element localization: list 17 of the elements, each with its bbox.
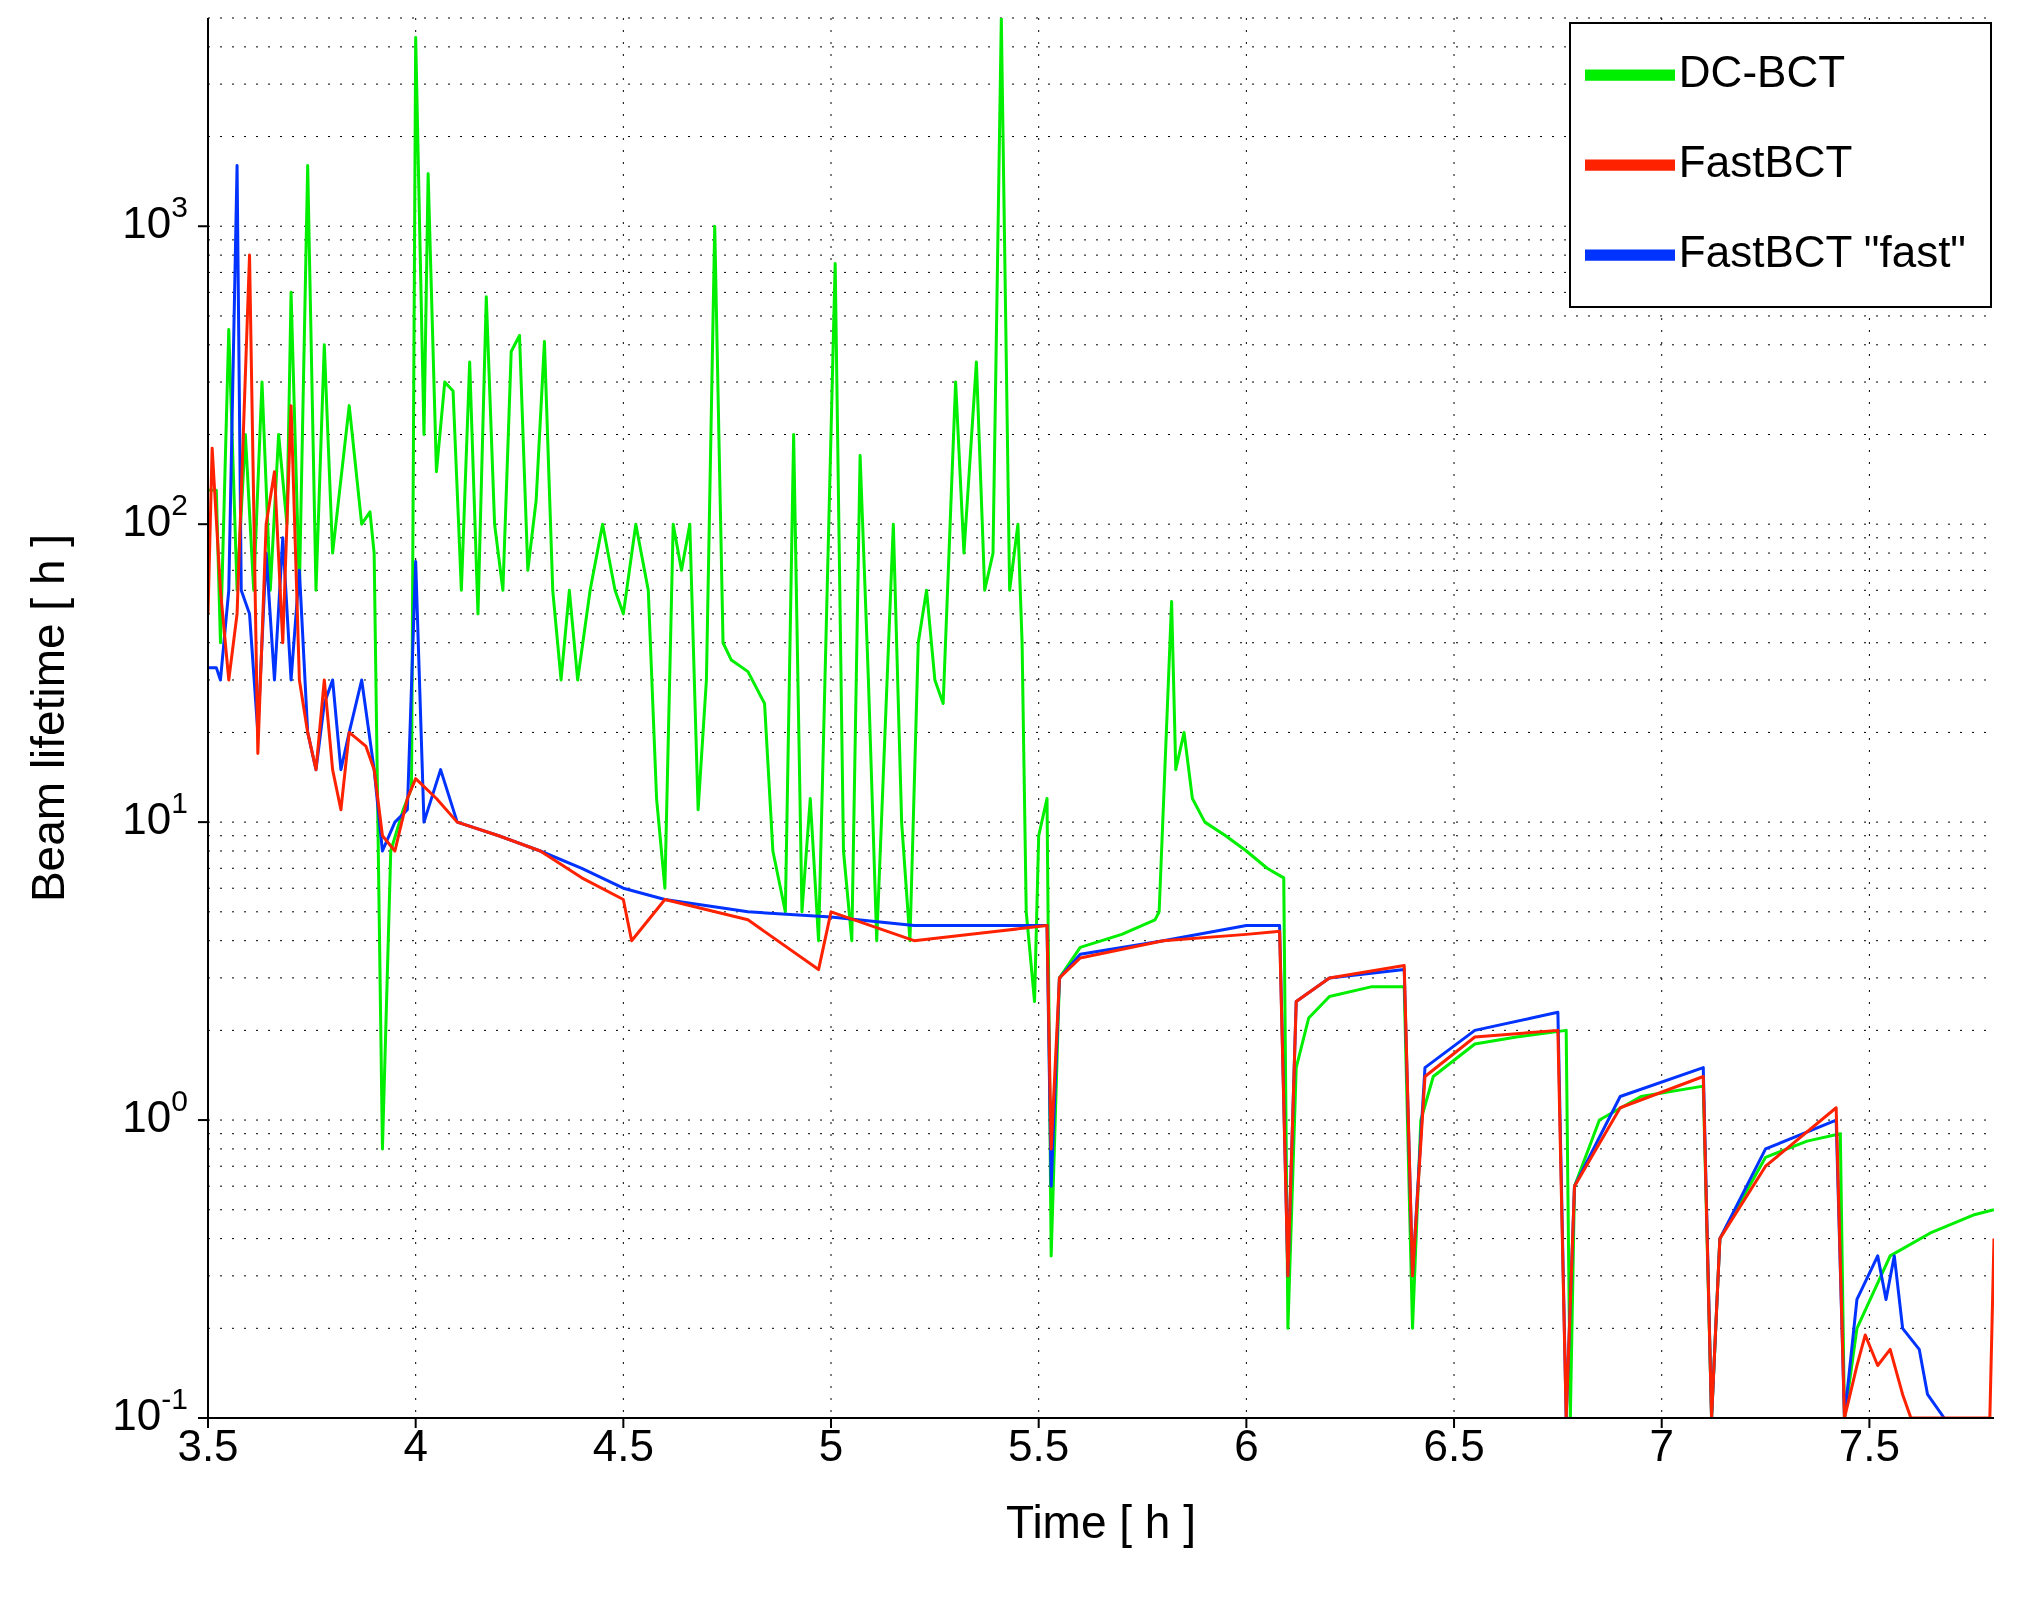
y-tick-label: 10$^{3}$ [122, 190, 188, 247]
x-tick-label: 7 [1649, 1421, 1674, 1471]
legend-label: FastBCT "fast" [1678, 226, 1966, 276]
y-tick-label: 10$^{2}$ [122, 488, 188, 545]
legend-label: DC-BCT [1678, 46, 1846, 96]
x-axis-title: Time [ h ] [1006, 1496, 1196, 1548]
legend-label: FastBCT [1678, 136, 1853, 186]
x-tick-label: 5.5 [1008, 1421, 1070, 1471]
x-tick-label: 6.5 [1423, 1421, 1485, 1471]
y-tick-label: 10$^{1}$ [122, 786, 188, 843]
y-tick-label: 10$^{0}$ [122, 1084, 188, 1141]
x-tick-label: 4 [403, 1421, 428, 1471]
x-tick-label: 6 [1234, 1421, 1259, 1471]
y-axis-title: Beam lifetime [ h ] [22, 533, 75, 903]
x-tick-label: 7.5 [1838, 1421, 1900, 1471]
x-tick-label: 5 [818, 1421, 844, 1471]
x-tick-label: 4.5 [592, 1421, 654, 1471]
